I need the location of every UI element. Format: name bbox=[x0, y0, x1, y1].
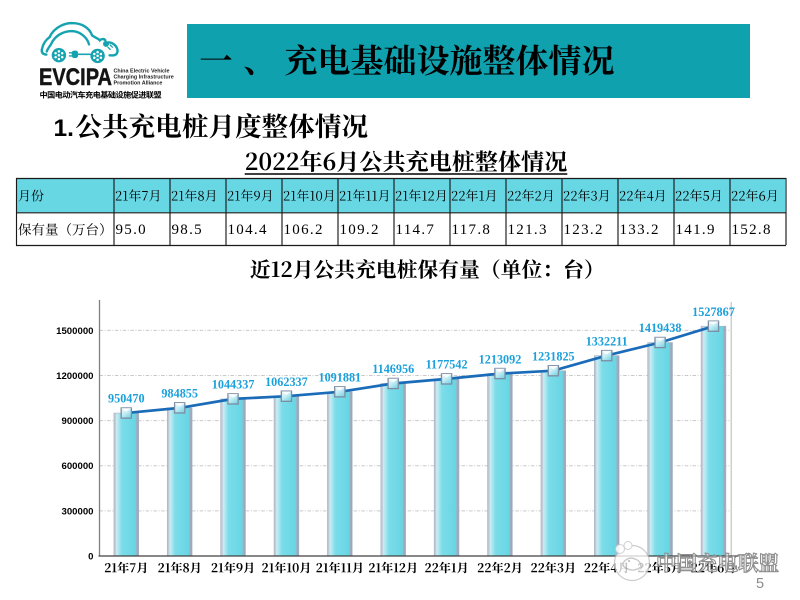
svg-text:1062337: 1062337 bbox=[265, 375, 308, 389]
svg-text:95.0: 95.0 bbox=[116, 222, 147, 238]
svg-text:Charging Infrastructure: Charging Infrastructure bbox=[114, 74, 174, 80]
svg-text:1146956: 1146956 bbox=[372, 362, 414, 376]
svg-text:123.2: 123.2 bbox=[564, 222, 604, 238]
svg-text:1527867: 1527867 bbox=[692, 305, 735, 319]
svg-text:1.: 1. bbox=[54, 115, 74, 142]
svg-text:1091881: 1091881 bbox=[318, 371, 361, 385]
svg-text:141.9: 141.9 bbox=[676, 222, 716, 238]
svg-text:1044337: 1044337 bbox=[212, 378, 255, 392]
svg-text:1177542: 1177542 bbox=[426, 358, 468, 372]
svg-text:EVCIPA: EVCIPA bbox=[39, 64, 112, 91]
svg-text:98.5: 98.5 bbox=[172, 222, 203, 238]
svg-text:1213092: 1213092 bbox=[479, 352, 522, 366]
svg-text:114.7: 114.7 bbox=[396, 222, 436, 238]
svg-text:5: 5 bbox=[756, 576, 764, 592]
svg-text:950470: 950470 bbox=[108, 392, 145, 406]
svg-text:152.8: 152.8 bbox=[732, 222, 772, 238]
svg-text:117.8: 117.8 bbox=[452, 222, 492, 238]
svg-text:600000: 600000 bbox=[61, 461, 93, 472]
svg-text:121.3: 121.3 bbox=[508, 222, 548, 238]
svg-text:1231825: 1231825 bbox=[532, 349, 575, 363]
svg-text:Promotion Alliance: Promotion Alliance bbox=[114, 80, 163, 86]
svg-text:900000: 900000 bbox=[61, 416, 93, 427]
svg-text:106.2: 106.2 bbox=[284, 222, 324, 238]
svg-text:109.2: 109.2 bbox=[340, 222, 380, 238]
svg-text:984855: 984855 bbox=[161, 387, 198, 401]
svg-text:133.2: 133.2 bbox=[620, 222, 660, 238]
svg-text:104.4: 104.4 bbox=[228, 222, 268, 238]
svg-text:300000: 300000 bbox=[61, 506, 93, 517]
svg-text:0: 0 bbox=[88, 551, 93, 562]
svg-text:1332211: 1332211 bbox=[586, 334, 628, 348]
svg-text:1419438: 1419438 bbox=[639, 321, 682, 335]
svg-text:China Electric Vehicle: China Electric Vehicle bbox=[114, 69, 170, 75]
svg-text:1500000: 1500000 bbox=[56, 326, 93, 337]
svg-text:1200000: 1200000 bbox=[56, 371, 93, 382]
